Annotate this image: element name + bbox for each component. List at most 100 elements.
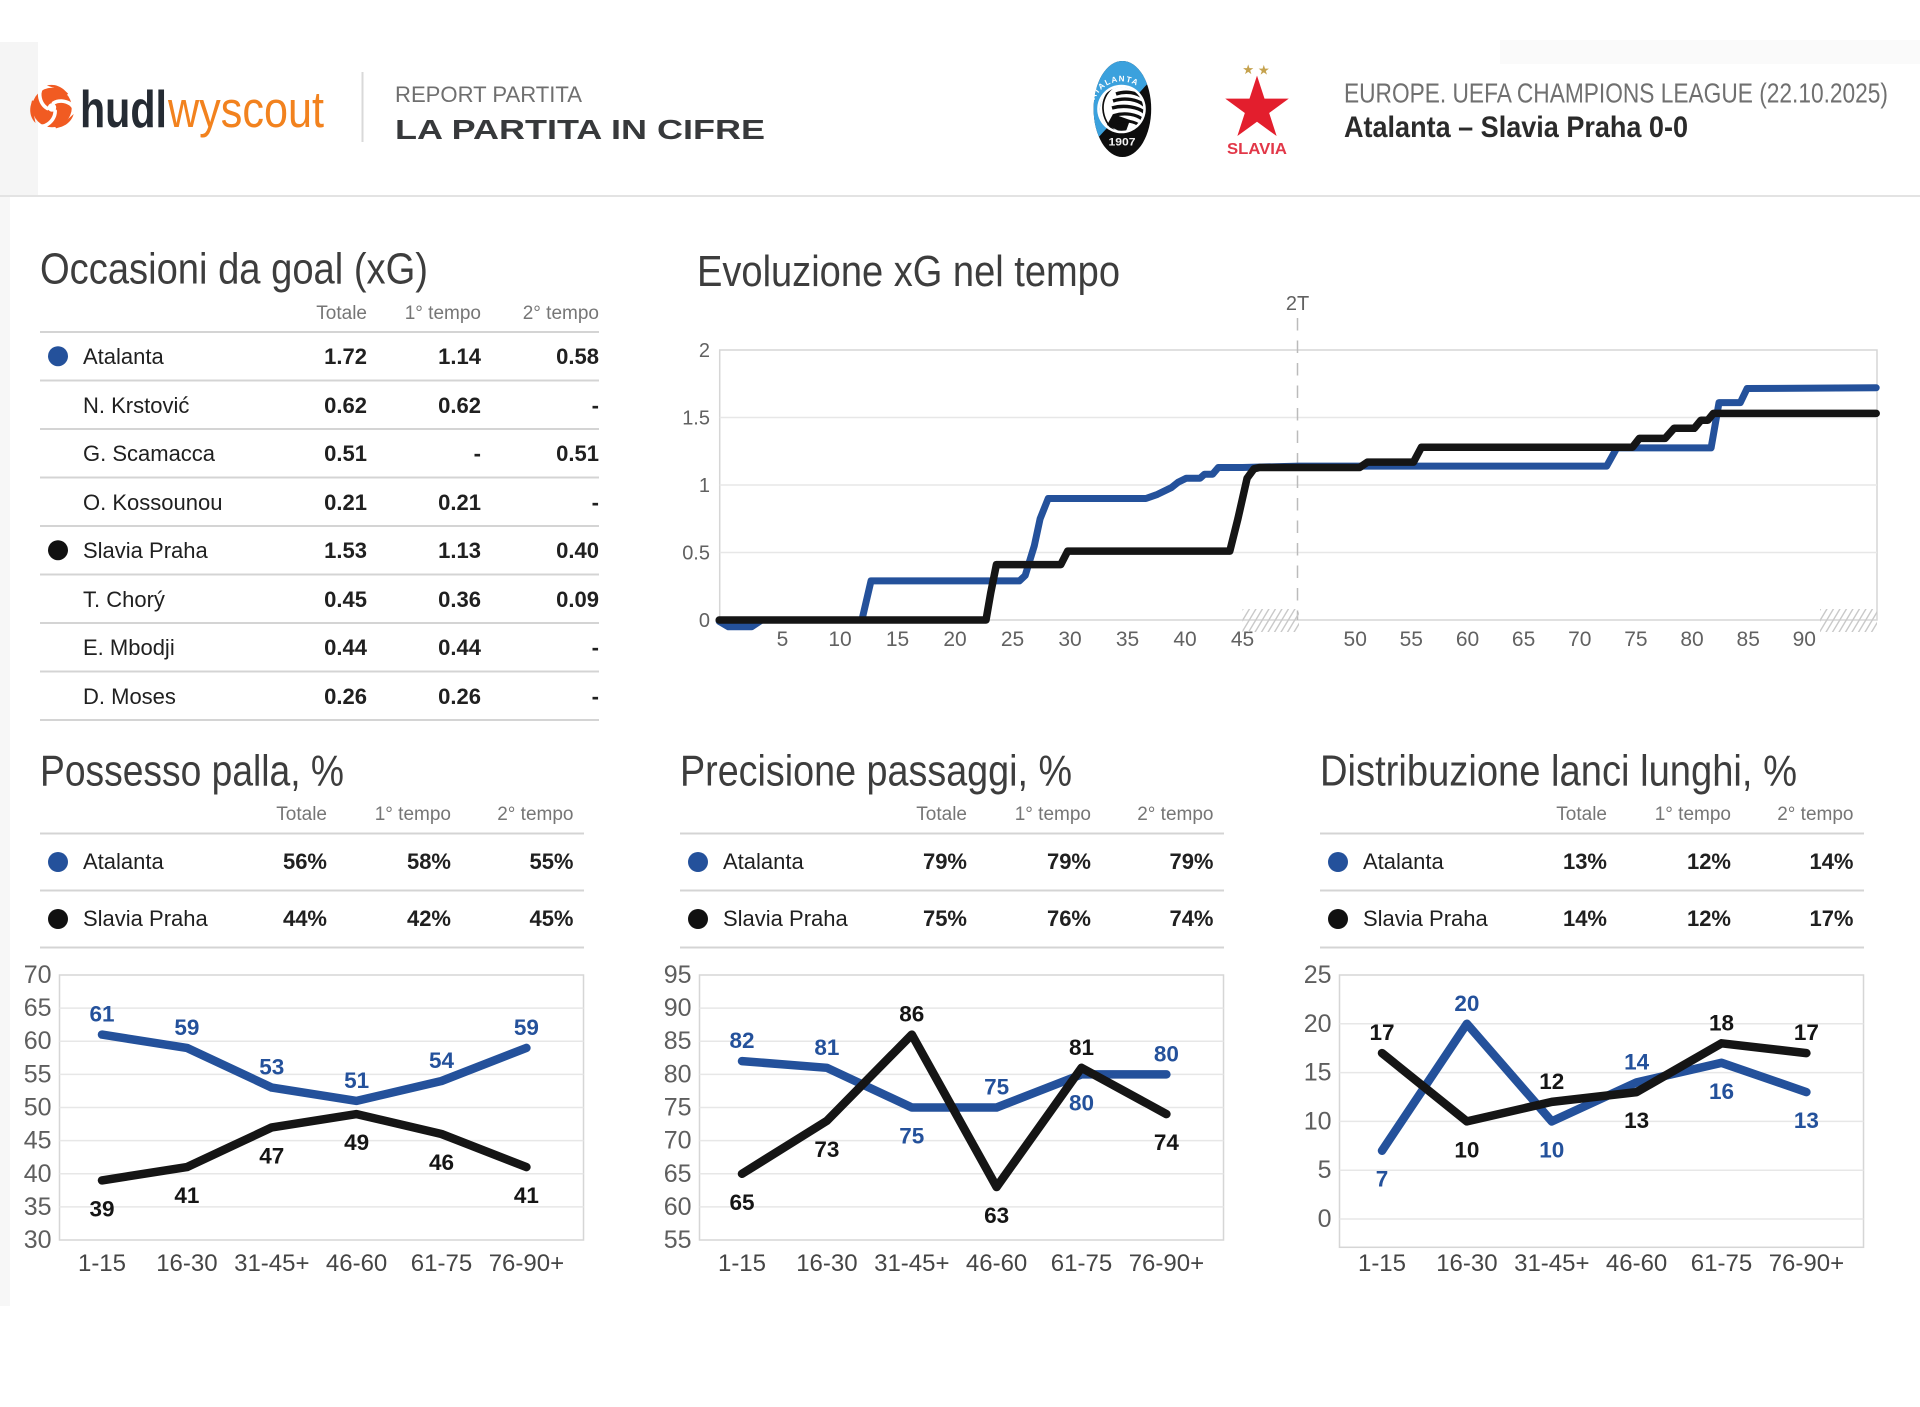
svg-text:10: 10 [828, 628, 851, 651]
svg-text:1-15: 1-15 [718, 1250, 766, 1277]
svg-text:SLAVIA: SLAVIA [1227, 141, 1287, 158]
svg-text:45: 45 [24, 1127, 52, 1155]
svg-text:55%: 55% [529, 849, 573, 874]
svg-text:-: - [592, 393, 599, 418]
svg-text:18: 18 [1709, 1010, 1734, 1035]
svg-text:56%: 56% [283, 849, 327, 874]
svg-text:50: 50 [24, 1094, 52, 1122]
svg-text:85: 85 [1737, 628, 1760, 651]
svg-text:20: 20 [1454, 991, 1479, 1016]
svg-text:13: 13 [1624, 1108, 1649, 1133]
svg-text:12: 12 [1539, 1069, 1564, 1094]
svg-text:-: - [592, 684, 599, 709]
svg-text:16-30: 16-30 [156, 1250, 217, 1277]
svg-text:61: 61 [89, 1002, 114, 1027]
svg-text:12%: 12% [1687, 849, 1731, 874]
svg-text:1907: 1907 [1109, 137, 1136, 149]
svg-text:Slavia Praha: Slavia Praha [1363, 906, 1489, 931]
svg-text:73: 73 [814, 1137, 839, 1162]
svg-text:1.14: 1.14 [438, 344, 482, 369]
svg-text:1° tempo: 1° tempo [1655, 804, 1731, 825]
svg-text:7: 7 [1376, 1167, 1389, 1192]
svg-text:5: 5 [1318, 1156, 1332, 1184]
svg-text:60: 60 [664, 1193, 692, 1221]
svg-text:15: 15 [1304, 1059, 1332, 1087]
svg-text:35: 35 [1116, 628, 1139, 651]
svg-text:14%: 14% [1563, 906, 1607, 931]
svg-text:81: 81 [814, 1035, 839, 1060]
svg-text:1° tempo: 1° tempo [405, 303, 481, 324]
svg-text:E. Mbodji: E. Mbodji [83, 635, 175, 660]
svg-text:13%: 13% [1563, 849, 1607, 874]
svg-text:25: 25 [1001, 628, 1024, 651]
svg-text:16: 16 [1709, 1079, 1734, 1104]
svg-text:0.51: 0.51 [556, 441, 599, 466]
svg-text:30: 30 [24, 1226, 52, 1254]
svg-text:Distribuzione lanci lunghi, %: Distribuzione lanci lunghi, % [1320, 747, 1797, 796]
svg-text:Slavia Praha: Slavia Praha [723, 906, 849, 931]
svg-text:41: 41 [174, 1183, 199, 1208]
svg-text:76-90+: 76-90+ [1129, 1250, 1204, 1277]
svg-text:95: 95 [664, 961, 692, 989]
svg-text:0.51: 0.51 [324, 441, 367, 466]
svg-text:50: 50 [1344, 628, 1367, 651]
svg-text:70: 70 [24, 961, 52, 989]
svg-text:74%: 74% [1169, 906, 1213, 931]
svg-text:79%: 79% [1047, 849, 1091, 874]
svg-text:0.21: 0.21 [438, 490, 481, 515]
svg-text:0.5: 0.5 [682, 543, 710, 565]
svg-text:65: 65 [664, 1160, 692, 1188]
svg-text:31-45+: 31-45+ [234, 1250, 309, 1277]
svg-text:Evoluzione xG nel tempo: Evoluzione xG nel tempo [697, 247, 1120, 296]
svg-text:86: 86 [899, 1002, 924, 1027]
svg-text:-: - [474, 441, 481, 466]
svg-text:31-45+: 31-45+ [874, 1250, 949, 1277]
svg-text:61-75: 61-75 [1051, 1250, 1112, 1277]
svg-text:0: 0 [699, 610, 710, 632]
svg-text:75%: 75% [923, 906, 967, 931]
svg-text:0: 0 [1318, 1205, 1332, 1233]
svg-text:90: 90 [664, 994, 692, 1022]
svg-text:2: 2 [699, 340, 710, 362]
svg-text:1-15: 1-15 [78, 1250, 126, 1277]
svg-text:40: 40 [1173, 628, 1196, 651]
svg-text:LA PARTITA IN CIFRE: LA PARTITA IN CIFRE [395, 114, 765, 145]
svg-text:hudl: hudl [80, 81, 167, 139]
svg-text:65: 65 [24, 994, 52, 1022]
svg-text:2T: 2T [1286, 293, 1309, 315]
svg-text:90: 90 [1793, 628, 1816, 651]
svg-text:0.44: 0.44 [324, 635, 368, 660]
svg-text:55: 55 [664, 1226, 692, 1254]
svg-text:51: 51 [344, 1068, 369, 1093]
svg-text:47: 47 [259, 1143, 284, 1168]
svg-text:30: 30 [1058, 628, 1081, 651]
svg-text:46-60: 46-60 [1606, 1250, 1667, 1277]
svg-text:0.44: 0.44 [438, 635, 482, 660]
svg-text:0.26: 0.26 [324, 684, 367, 709]
svg-text:49: 49 [344, 1130, 369, 1155]
svg-text:12%: 12% [1687, 906, 1731, 931]
svg-text:80: 80 [1069, 1090, 1094, 1115]
svg-text:0.21: 0.21 [324, 490, 367, 515]
svg-text:1.13: 1.13 [438, 538, 481, 563]
svg-text:Atalanta: Atalanta [83, 344, 164, 369]
svg-text:O. Kossounou: O. Kossounou [83, 490, 222, 515]
svg-text:-: - [592, 635, 599, 660]
svg-text:54: 54 [429, 1048, 455, 1073]
svg-text:0.62: 0.62 [324, 393, 367, 418]
svg-text:55: 55 [24, 1060, 52, 1088]
svg-text:Possesso palla, %: Possesso palla, % [40, 747, 344, 796]
svg-text:76-90+: 76-90+ [1769, 1250, 1844, 1277]
svg-text:0.45: 0.45 [324, 587, 367, 612]
svg-text:59: 59 [174, 1015, 199, 1040]
svg-text:76%: 76% [1047, 906, 1091, 931]
svg-text:1.5: 1.5 [682, 408, 710, 430]
svg-text:1-15: 1-15 [1358, 1250, 1406, 1277]
svg-text:1.72: 1.72 [324, 344, 367, 369]
svg-text:53: 53 [259, 1055, 284, 1080]
svg-text:45: 45 [1231, 628, 1254, 651]
svg-text:75: 75 [984, 1075, 1009, 1100]
svg-text:Totale: Totale [1556, 804, 1607, 825]
svg-text:75: 75 [899, 1124, 924, 1149]
svg-text:Totale: Totale [316, 303, 367, 324]
